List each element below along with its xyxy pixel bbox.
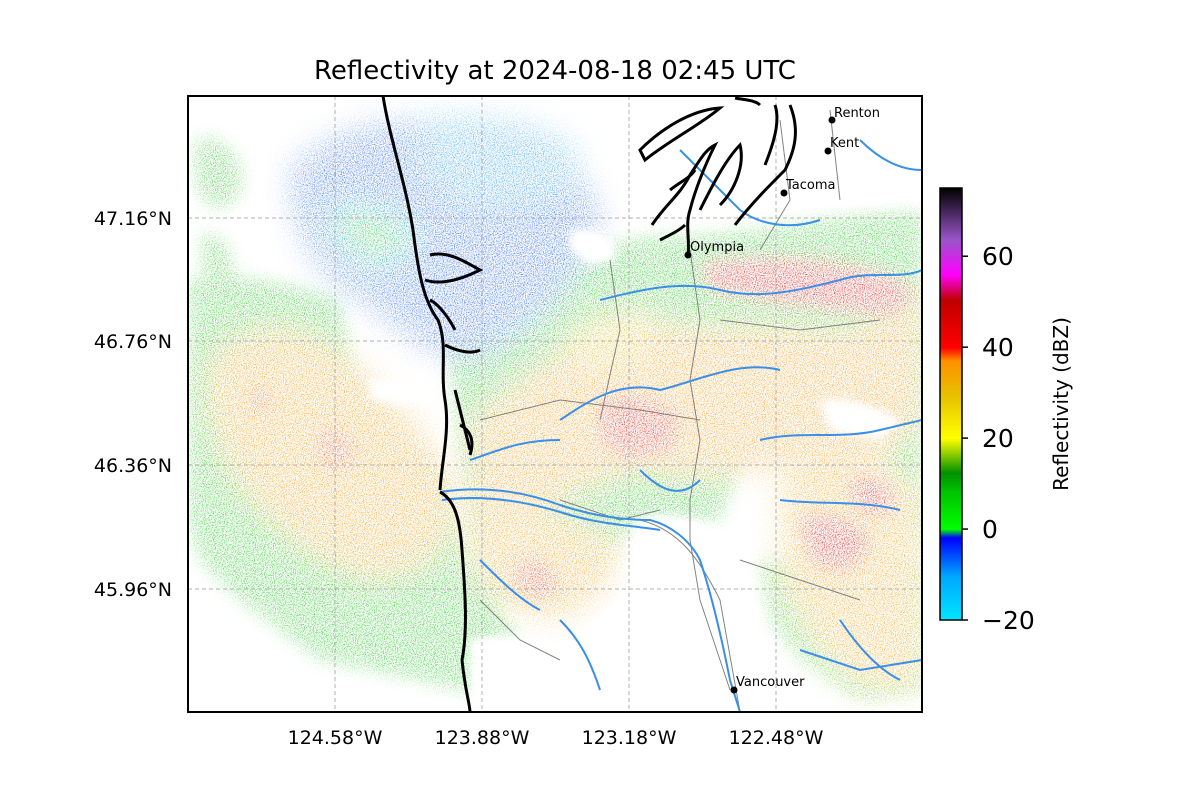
svg-text:Vancouver: Vancouver	[736, 675, 805, 690]
gridlines	[188, 96, 922, 712]
colorbar-tick-label: −20	[982, 606, 1035, 635]
lon-tick-label: 124.58°W	[288, 727, 383, 749]
lat-tick-label: 46.76°N	[94, 331, 172, 353]
colorbar-ticks: 60 40 20 0 −20	[962, 242, 1035, 635]
map-frame	[187, 95, 923, 713]
colorbar-label: Reflectivity (dBZ)	[1049, 317, 1073, 491]
lat-tick-label: 46.36°N	[94, 455, 172, 477]
colorbar-tick-label: 0	[982, 515, 998, 544]
lat-axis: 47.16°N 46.76°N 46.36°N 45.96°N	[94, 208, 172, 601]
city-vancouver: Vancouver	[730, 675, 805, 694]
lat-tick-label: 45.96°N	[94, 579, 172, 601]
colorbar: 60 40 20 0 −20 Reflectivity (dBZ)	[939, 187, 1073, 635]
svg-text:Tacoma: Tacoma	[785, 178, 836, 193]
colorbar-gradient	[939, 187, 963, 621]
city-olympia: Olympia	[684, 240, 744, 259]
city-markers: Renton Kent Tacoma Olympia Vancouver	[684, 106, 880, 694]
lon-tick-label: 122.48°W	[729, 727, 824, 749]
colorbar-tick-label: 20	[982, 424, 1014, 453]
pacific-coastline	[381, 96, 484, 712]
city-tacoma: Tacoma	[780, 178, 836, 197]
map-title: Reflectivity at 2024-08-18 02:45 UTC	[314, 56, 796, 86]
colorbar-tick-label: 60	[982, 242, 1014, 271]
svg-text:Kent: Kent	[830, 136, 859, 151]
lon-tick-label: 123.18°W	[582, 727, 677, 749]
reflectivity-field	[188, 96, 922, 712]
lon-axis: 124.58°W 123.88°W 123.18°W 122.48°W	[288, 727, 824, 749]
rivers	[439, 139, 922, 712]
svg-text:Olympia: Olympia	[690, 240, 744, 255]
roads	[479, 109, 881, 712]
svg-text:Renton: Renton	[834, 106, 880, 121]
colorbar-tick-label: 40	[982, 333, 1014, 362]
city-renton: Renton	[828, 106, 880, 124]
puget-sound-coast	[638, 96, 797, 256]
map-area	[188, 96, 922, 712]
lat-tick-label: 47.16°N	[94, 208, 172, 230]
city-kent: Kent	[824, 136, 859, 155]
lon-tick-label: 123.88°W	[435, 727, 530, 749]
